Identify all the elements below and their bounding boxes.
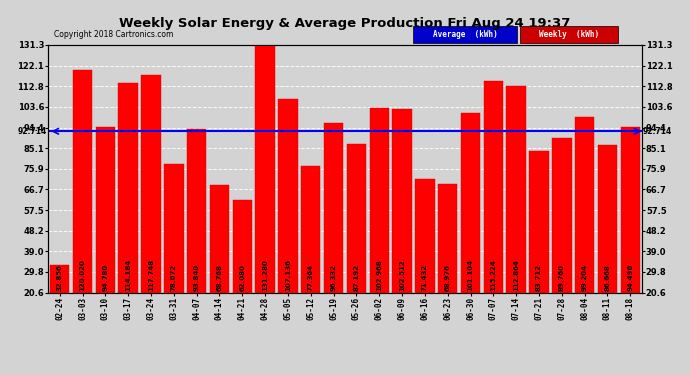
Bar — [233, 200, 252, 292]
Text: 94.496: 94.496 — [627, 264, 633, 291]
Text: 117.748: 117.748 — [148, 259, 154, 291]
Bar — [370, 108, 389, 292]
Text: 131.280: 131.280 — [262, 260, 268, 291]
Text: 92.714: 92.714 — [643, 127, 672, 136]
Text: 78.072: 78.072 — [171, 264, 177, 291]
Bar — [415, 179, 435, 292]
Bar — [119, 83, 138, 292]
Bar — [210, 185, 229, 292]
Text: 92.714: 92.714 — [18, 127, 47, 136]
Bar — [620, 127, 640, 292]
Bar — [438, 184, 457, 292]
Text: 102.512: 102.512 — [399, 260, 405, 291]
Bar — [393, 110, 412, 292]
Bar — [552, 138, 571, 292]
Text: 93.840: 93.840 — [194, 264, 199, 291]
FancyBboxPatch shape — [413, 26, 517, 42]
Text: 62.080: 62.080 — [239, 264, 246, 291]
Bar — [278, 99, 297, 292]
Text: 68.768: 68.768 — [217, 264, 222, 291]
Bar — [187, 129, 206, 292]
Bar — [506, 86, 526, 292]
Text: 77.364: 77.364 — [308, 264, 314, 291]
Bar — [141, 75, 161, 292]
Text: 120.020: 120.020 — [79, 260, 86, 291]
Bar — [529, 152, 549, 292]
Text: 115.224: 115.224 — [491, 260, 496, 291]
Text: 112.864: 112.864 — [513, 260, 519, 291]
Text: Average  (kWh): Average (kWh) — [433, 30, 497, 39]
Text: 32.856: 32.856 — [57, 265, 63, 291]
Bar — [73, 70, 92, 292]
Text: Copyright 2018 Cartronics.com: Copyright 2018 Cartronics.com — [55, 30, 174, 39]
Text: 101.104: 101.104 — [468, 259, 473, 291]
Text: 83.712: 83.712 — [536, 264, 542, 291]
Text: 107.136: 107.136 — [285, 260, 291, 291]
Text: 114.184: 114.184 — [125, 259, 131, 291]
Bar — [96, 127, 115, 292]
Bar — [461, 112, 480, 292]
Bar — [255, 45, 275, 292]
Bar — [50, 265, 70, 292]
Bar — [324, 123, 344, 292]
Text: 94.780: 94.780 — [102, 264, 108, 291]
Bar — [598, 145, 617, 292]
Text: 71.432: 71.432 — [422, 264, 428, 291]
Text: 89.760: 89.760 — [559, 264, 565, 291]
Bar — [484, 81, 503, 292]
Text: Weekly  (kWh): Weekly (kWh) — [539, 30, 599, 39]
Text: 99.204: 99.204 — [582, 264, 588, 291]
Text: 68.976: 68.976 — [444, 264, 451, 291]
Text: 86.668: 86.668 — [604, 265, 611, 291]
Bar — [575, 117, 594, 292]
Text: 87.192: 87.192 — [353, 264, 359, 291]
Bar — [164, 164, 184, 292]
Bar — [346, 144, 366, 292]
Bar — [301, 166, 320, 292]
Text: 102.968: 102.968 — [376, 260, 382, 291]
Text: Weekly Solar Energy & Average Production Fri Aug 24 19:37: Weekly Solar Energy & Average Production… — [119, 17, 571, 30]
FancyBboxPatch shape — [520, 26, 618, 42]
Text: 96.332: 96.332 — [331, 264, 337, 291]
